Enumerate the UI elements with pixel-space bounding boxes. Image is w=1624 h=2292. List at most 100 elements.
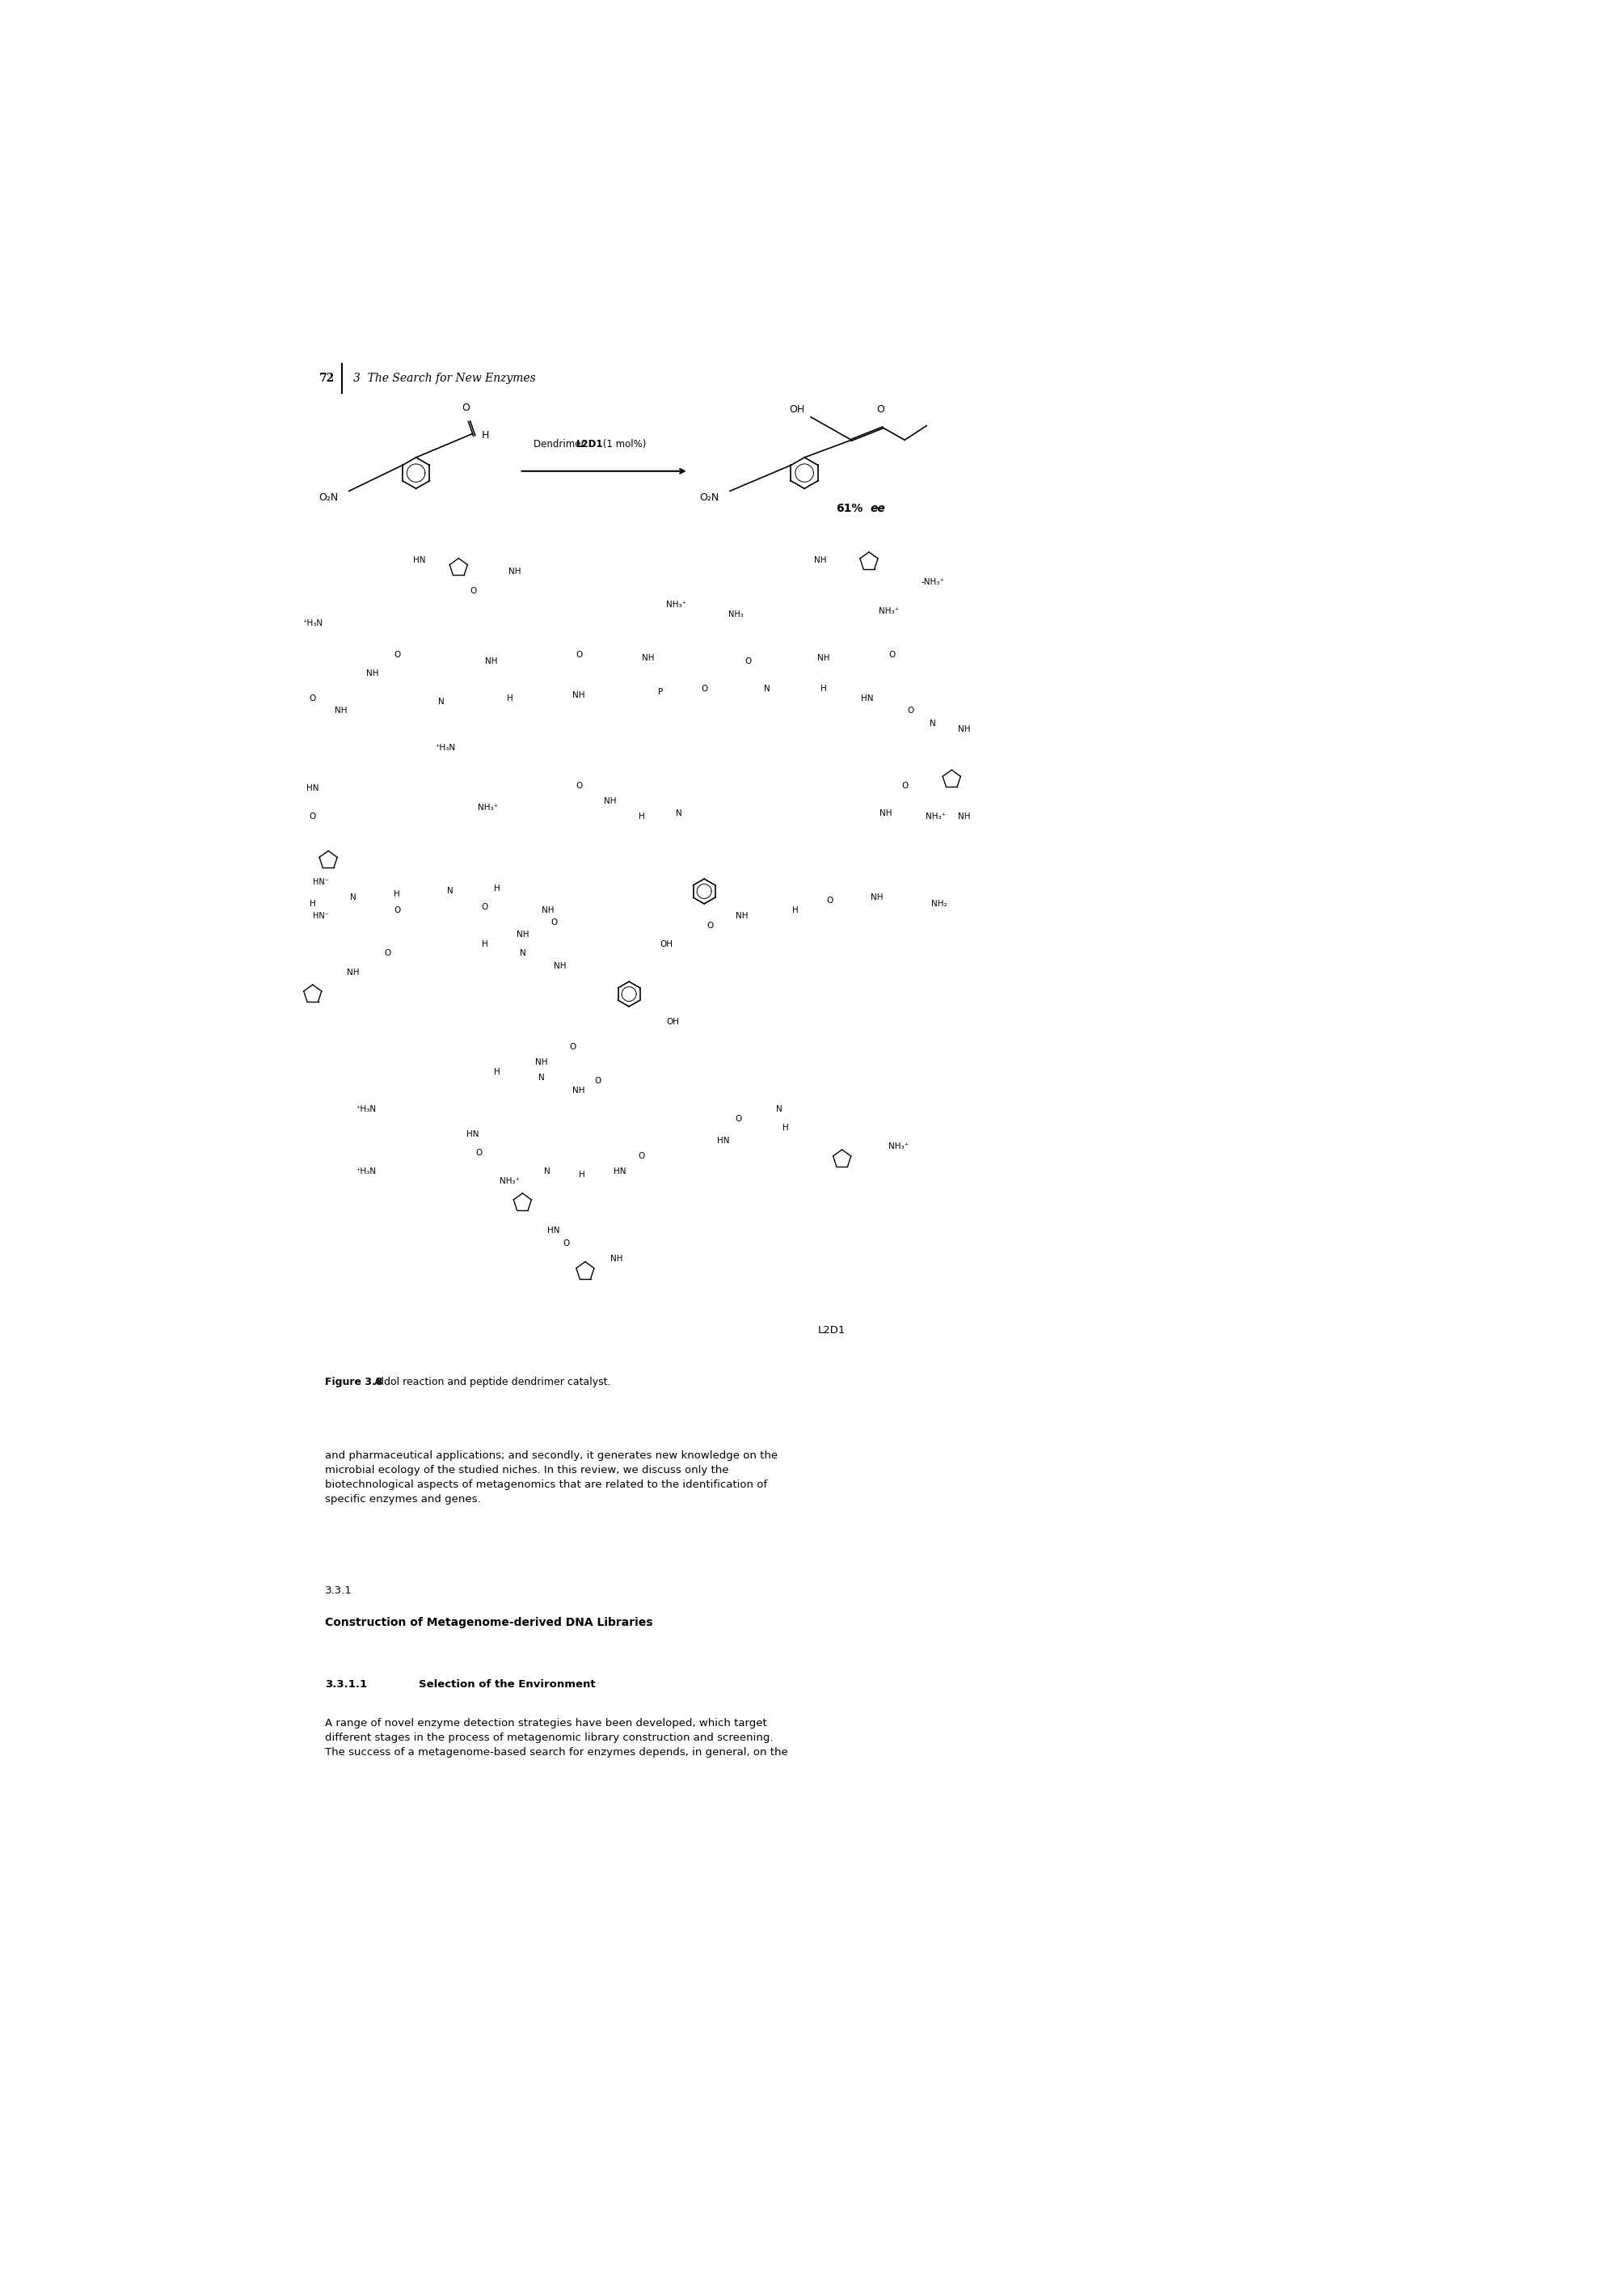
Text: O: O: [564, 1240, 570, 1247]
Text: NH: NH: [958, 814, 971, 821]
Text: NH: NH: [554, 963, 567, 970]
Text: NH₃⁺: NH₃⁺: [888, 1141, 908, 1151]
Text: (1 mol%): (1 mol%): [599, 440, 646, 449]
Text: O: O: [594, 1077, 601, 1084]
Text: Selection of the Environment: Selection of the Environment: [419, 1678, 596, 1689]
Text: NH: NH: [817, 653, 830, 662]
Text: and pharmaceutical applications; and secondly, it generates new knowledge on the: and pharmaceutical applications; and sec…: [325, 1451, 778, 1504]
Text: A range of novel enzyme detection strategies have been developed, which target
d: A range of novel enzyme detection strate…: [325, 1719, 788, 1758]
Text: HN⁻: HN⁻: [313, 912, 328, 921]
Text: H: H: [395, 889, 401, 898]
Text: L2D1: L2D1: [577, 440, 604, 449]
Text: N: N: [538, 1075, 544, 1082]
Text: 3.3.1.1: 3.3.1.1: [325, 1678, 367, 1689]
Text: O: O: [706, 921, 715, 931]
Text: O: O: [395, 651, 401, 658]
Text: HN: HN: [716, 1137, 729, 1144]
Text: NH: NH: [335, 706, 348, 715]
Text: H: H: [494, 1068, 500, 1075]
Text: NH₃⁺: NH₃⁺: [926, 814, 947, 821]
Text: H: H: [793, 905, 797, 915]
Text: H: H: [482, 431, 489, 440]
Text: N: N: [763, 685, 770, 692]
Text: O: O: [471, 587, 477, 594]
Text: ⁺H₃N: ⁺H₃N: [356, 1105, 377, 1114]
Text: O: O: [385, 949, 391, 958]
Text: NH: NH: [534, 1059, 547, 1066]
Text: N: N: [544, 1167, 551, 1176]
Text: NH: NH: [486, 658, 497, 665]
Text: 3  The Search for New Enzymes: 3 The Search for New Enzymes: [354, 374, 536, 385]
Text: N: N: [776, 1105, 783, 1114]
Text: N: N: [929, 720, 935, 727]
Text: NH: NH: [508, 568, 521, 575]
Text: N: N: [447, 887, 453, 896]
Text: NH₃⁺: NH₃⁺: [477, 802, 499, 811]
Text: NH: NH: [516, 931, 529, 940]
Text: H: H: [638, 814, 645, 821]
Text: O: O: [638, 1153, 645, 1160]
Text: O: O: [575, 782, 583, 788]
Text: HN: HN: [307, 784, 318, 793]
Text: O₂N: O₂N: [318, 493, 338, 504]
Text: O₂N: O₂N: [700, 493, 719, 504]
Text: ⁺H₃N: ⁺H₃N: [356, 1167, 377, 1176]
Text: ⁺H₃N: ⁺H₃N: [302, 619, 323, 628]
Text: HN⁻: HN⁻: [313, 878, 328, 887]
Text: O: O: [736, 1114, 742, 1123]
Text: Aldol reaction and peptide dendrimer catalyst.: Aldol reaction and peptide dendrimer cat…: [370, 1377, 611, 1387]
Text: O: O: [551, 919, 557, 926]
Text: NH: NH: [604, 798, 617, 804]
Text: ee: ee: [870, 502, 885, 513]
Text: O: O: [309, 814, 317, 821]
Text: 72: 72: [318, 374, 335, 385]
Text: 61%: 61%: [836, 502, 862, 513]
Text: Figure 3.8: Figure 3.8: [325, 1377, 383, 1387]
Text: O: O: [476, 1148, 482, 1157]
Text: O: O: [463, 403, 469, 413]
Text: NH: NH: [573, 1086, 585, 1096]
Text: NH: NH: [541, 905, 554, 915]
Text: O: O: [395, 905, 401, 915]
Text: -NH₃⁺: -NH₃⁺: [921, 578, 945, 587]
Text: HN: HN: [547, 1226, 560, 1235]
Text: NH: NH: [641, 653, 654, 662]
Text: N: N: [520, 949, 526, 958]
Text: P: P: [658, 688, 663, 697]
Text: OH: OH: [666, 1018, 679, 1027]
Text: NH: NH: [814, 557, 827, 564]
Text: O: O: [482, 903, 489, 910]
Text: NH: NH: [736, 912, 749, 921]
Text: HN: HN: [614, 1167, 625, 1176]
Text: NH: NH: [573, 692, 585, 699]
Text: O: O: [309, 694, 317, 701]
Text: NH₂: NH₂: [931, 901, 947, 908]
Text: O: O: [702, 685, 708, 692]
Text: NH: NH: [958, 727, 971, 733]
Text: O: O: [888, 651, 895, 658]
Text: O: O: [908, 706, 914, 715]
Text: H: H: [482, 940, 489, 949]
Text: N: N: [676, 809, 682, 818]
Text: NH₃⁺: NH₃⁺: [879, 607, 900, 614]
Text: HN: HN: [412, 557, 425, 564]
Text: HN: HN: [466, 1130, 479, 1139]
Text: Construction of Metagenome-derived DNA Libraries: Construction of Metagenome-derived DNA L…: [325, 1616, 653, 1627]
Text: N: N: [351, 894, 357, 901]
Text: 3.3.1: 3.3.1: [325, 1586, 352, 1595]
Text: L2D1: L2D1: [818, 1325, 846, 1336]
Text: ⁺H₃N: ⁺H₃N: [435, 745, 455, 752]
Text: Dendrimer: Dendrimer: [534, 440, 588, 449]
Text: O: O: [575, 651, 583, 658]
Text: NH: NH: [880, 809, 892, 818]
Text: H: H: [820, 685, 827, 692]
Text: NH₃⁺: NH₃⁺: [666, 601, 687, 610]
Text: O: O: [745, 658, 752, 665]
Text: H: H: [578, 1171, 585, 1178]
Text: H: H: [310, 901, 315, 908]
Text: O: O: [901, 782, 908, 788]
Text: N: N: [438, 697, 445, 706]
Text: NH₃: NH₃: [728, 610, 744, 619]
Text: NH: NH: [870, 894, 883, 901]
Text: NH: NH: [365, 669, 378, 678]
